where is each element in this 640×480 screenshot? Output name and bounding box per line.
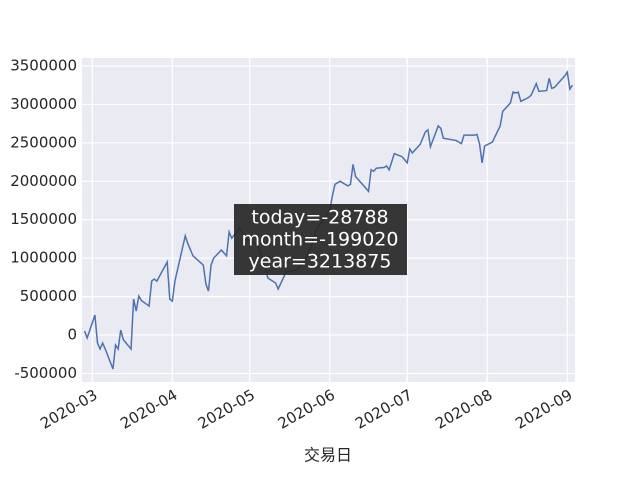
y-tick-label: 3500000 xyxy=(10,56,77,74)
x-tick-label: 2020-06 xyxy=(275,386,338,433)
y-tick-label: 500000 xyxy=(20,287,77,305)
x-tick-label: 2020-09 xyxy=(512,386,575,433)
x-tick-label: 2020-07 xyxy=(352,386,415,433)
x-tick-label: 2020-03 xyxy=(37,386,100,433)
annotation: year=3213875 xyxy=(249,251,392,273)
y-tick-label: 1000000 xyxy=(10,249,77,267)
annotation: month=-199020 xyxy=(242,229,399,251)
y-tick-label: 1500000 xyxy=(10,210,77,228)
annotation-box xyxy=(234,204,407,275)
marks xyxy=(83,70,574,370)
line xyxy=(83,70,574,370)
x-axis-label: 交易日 xyxy=(304,446,352,465)
x-tick-label: 2020-04 xyxy=(117,386,180,433)
y-tick-label: 0 xyxy=(67,326,77,344)
x-tick-label: 2020-08 xyxy=(432,386,495,433)
annotation: today=-28788 xyxy=(251,207,388,229)
y-tick-label: 2000000 xyxy=(10,172,77,190)
x-tick-label: 2020-05 xyxy=(195,386,258,433)
y-tick-label: 2500000 xyxy=(10,133,77,151)
grid xyxy=(82,58,575,382)
y-tick-label: 3000000 xyxy=(10,95,77,113)
y-tick-label: -500000 xyxy=(14,364,77,382)
